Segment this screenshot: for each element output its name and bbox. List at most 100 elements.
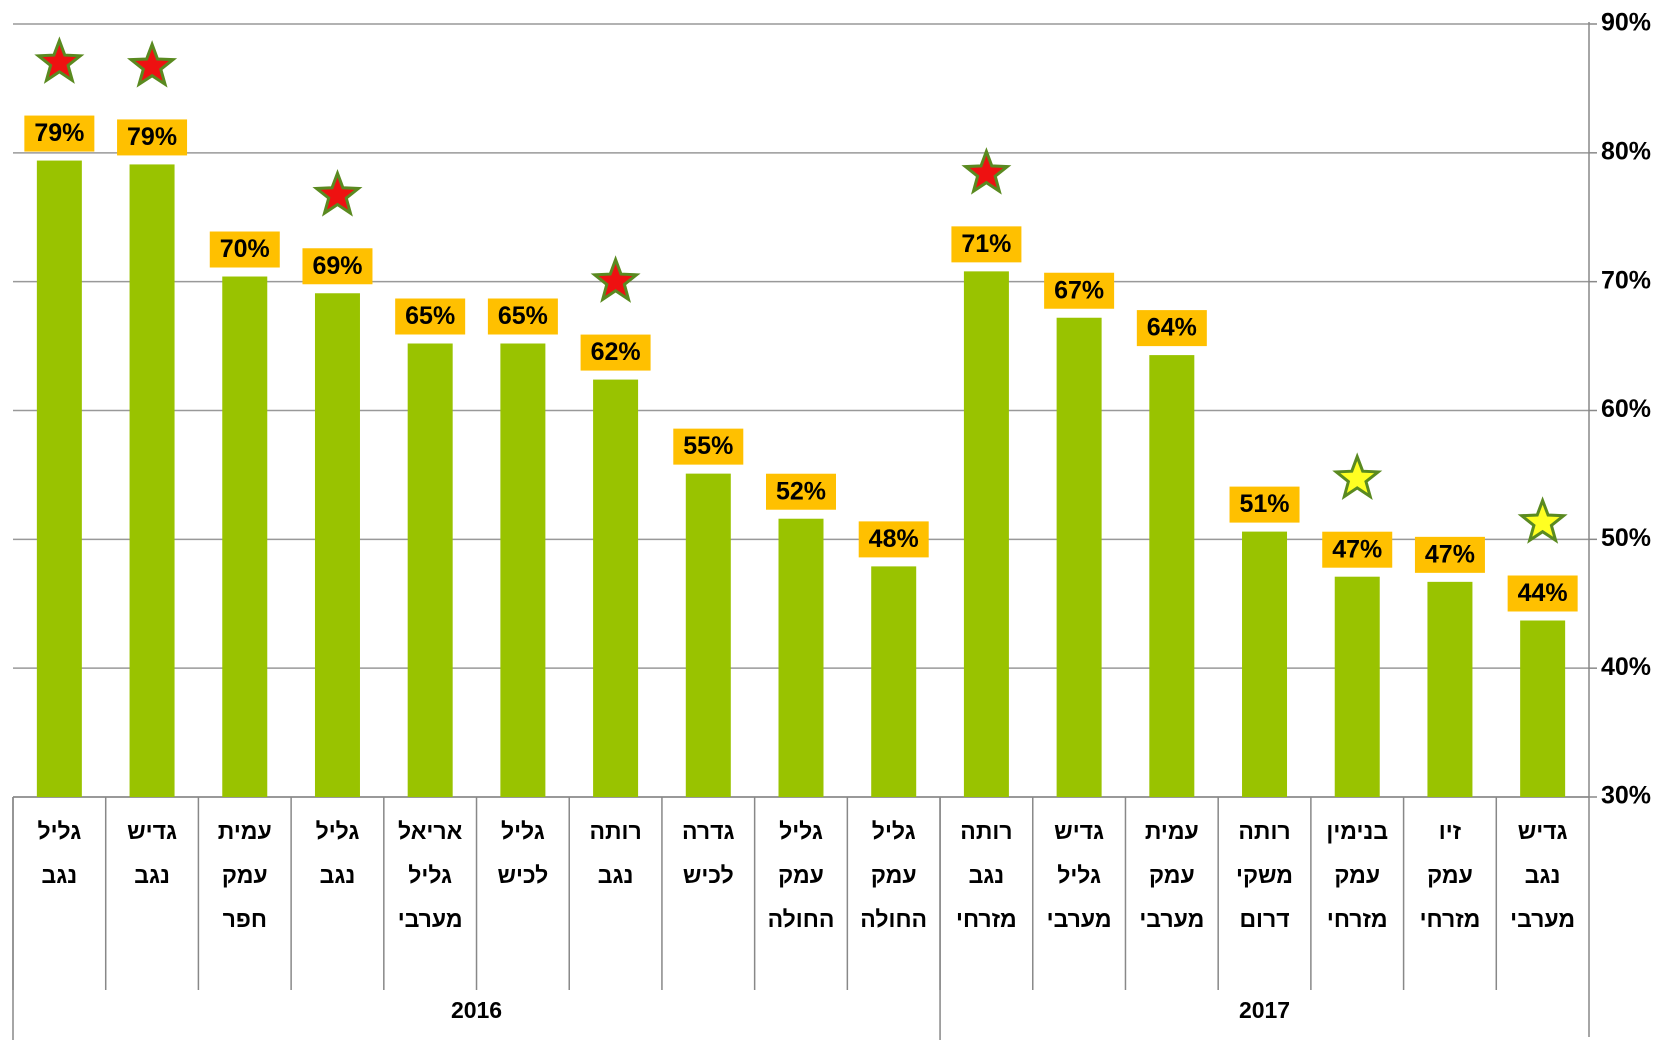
value-label-box: [24, 115, 95, 152]
value-label: 52%: [776, 477, 826, 505]
value-label: 47%: [1425, 540, 1475, 568]
star: [1517, 496, 1568, 544]
bar: [685, 473, 731, 797]
value-label: 65%: [498, 302, 548, 330]
x-tick-label: עמק: [871, 862, 917, 888]
bar: [778, 518, 824, 797]
x-tick-label: גליל: [408, 862, 452, 888]
x-tick-label: החולה: [860, 906, 927, 932]
value-label-box: [209, 231, 280, 268]
value-label: 64%: [1147, 314, 1197, 342]
x-tick-label: גדיש: [127, 818, 177, 844]
value-label: 55%: [683, 432, 733, 460]
value-label-box: [487, 298, 558, 335]
value-label: 79%: [127, 123, 177, 151]
x-tick-label: מערבי: [398, 906, 463, 932]
star: [590, 255, 641, 303]
value-label-box: [1414, 536, 1485, 573]
x-tick-label: גליל: [872, 818, 916, 844]
value-label-box: [1229, 486, 1300, 523]
x-tick-label: עמק: [1334, 862, 1380, 888]
x-tick-label: זיו: [1439, 818, 1462, 844]
value-label: 71%: [961, 230, 1011, 258]
x-tick-label: גליל: [779, 818, 823, 844]
value-label: 51%: [1240, 490, 1290, 518]
x-tick-label: עמית: [1145, 818, 1199, 844]
x-tick-label: רותה: [589, 818, 641, 844]
x-tick-label: נגב: [969, 862, 1005, 888]
bar: [1520, 620, 1566, 797]
bar: [1427, 581, 1473, 797]
value-label: 67%: [1054, 276, 1104, 304]
value-label-box: [766, 473, 836, 510]
star: [1332, 452, 1383, 500]
value-label-box: [1136, 310, 1207, 347]
bar: [222, 276, 268, 798]
y-tick-label: 40%: [1601, 653, 1651, 681]
value-label: 48%: [869, 525, 919, 553]
star: [34, 36, 85, 84]
x-tick-label: לכיש: [497, 862, 548, 888]
x-tick-label: בנימין: [1326, 818, 1388, 844]
x-tick-label: עמק: [778, 862, 824, 888]
x-tick-label: לכיש: [683, 862, 734, 888]
y-tick-label: 50%: [1601, 524, 1651, 552]
x-tick-label: נגב: [134, 862, 170, 888]
bar: [1242, 531, 1288, 797]
bar: [1334, 576, 1380, 797]
bar: [407, 343, 453, 797]
group-label: 2016: [451, 997, 502, 1023]
bar: [36, 160, 82, 797]
y-tick-label: 30%: [1601, 782, 1651, 810]
value-label-box: [1322, 531, 1393, 568]
star: [127, 40, 178, 88]
value-label-box: [580, 334, 651, 371]
value-label: 47%: [1332, 535, 1382, 563]
value-label-box: [951, 226, 1022, 263]
x-tick-label: גדיש: [1054, 818, 1104, 844]
bar: [314, 293, 360, 797]
y-tick-label: 70%: [1601, 266, 1651, 294]
x-tick-label: מערבי: [1510, 906, 1575, 932]
value-label-box: [395, 298, 466, 335]
x-tick-label: נגב: [320, 862, 356, 888]
x-tick-label: משקי: [1236, 862, 1293, 888]
bar: [1056, 317, 1102, 797]
bar: [129, 164, 175, 797]
y-tick-label: 80%: [1601, 137, 1651, 165]
x-tick-label: עמק: [1149, 862, 1195, 888]
star: [961, 147, 1012, 195]
x-tick-label: חפר: [223, 906, 267, 932]
x-tick-label: נגב: [42, 862, 78, 888]
value-label-box: [673, 428, 744, 465]
value-label: 79%: [34, 119, 84, 147]
bar: [500, 343, 546, 797]
x-tick-label: נגב: [598, 862, 634, 888]
x-tick-label: מזרחי: [1420, 906, 1481, 932]
x-tick-label: עמק: [222, 862, 268, 888]
x-tick-label: רותה: [1238, 818, 1290, 844]
value-label-box: [302, 248, 373, 285]
x-tick-label: רותה: [960, 818, 1012, 844]
x-tick-label: אריאל: [398, 818, 463, 844]
value-label: 69%: [312, 252, 362, 280]
x-tick-label: מערבי: [1139, 906, 1204, 932]
y-tick-label: 60%: [1601, 395, 1651, 423]
star: [312, 169, 363, 217]
bar: [593, 379, 639, 797]
value-label: 70%: [220, 235, 270, 263]
y-tick-label: 90%: [1601, 9, 1651, 37]
x-tick-label: גליל: [1057, 862, 1101, 888]
x-tick-label: דרום: [1239, 906, 1289, 932]
x-tick-label: עמק: [1427, 862, 1473, 888]
x-tick-label: עמית: [218, 818, 272, 844]
x-tick-label: מזרחי: [956, 906, 1017, 932]
value-label-box: [1044, 272, 1115, 309]
x-tick-label: גליל: [37, 818, 81, 844]
x-tick-label: גדיש: [1518, 818, 1568, 844]
bar: [871, 566, 917, 797]
value-label-box: [117, 119, 188, 156]
value-label: 62%: [591, 338, 641, 366]
x-tick-label: נגב: [1525, 862, 1561, 888]
